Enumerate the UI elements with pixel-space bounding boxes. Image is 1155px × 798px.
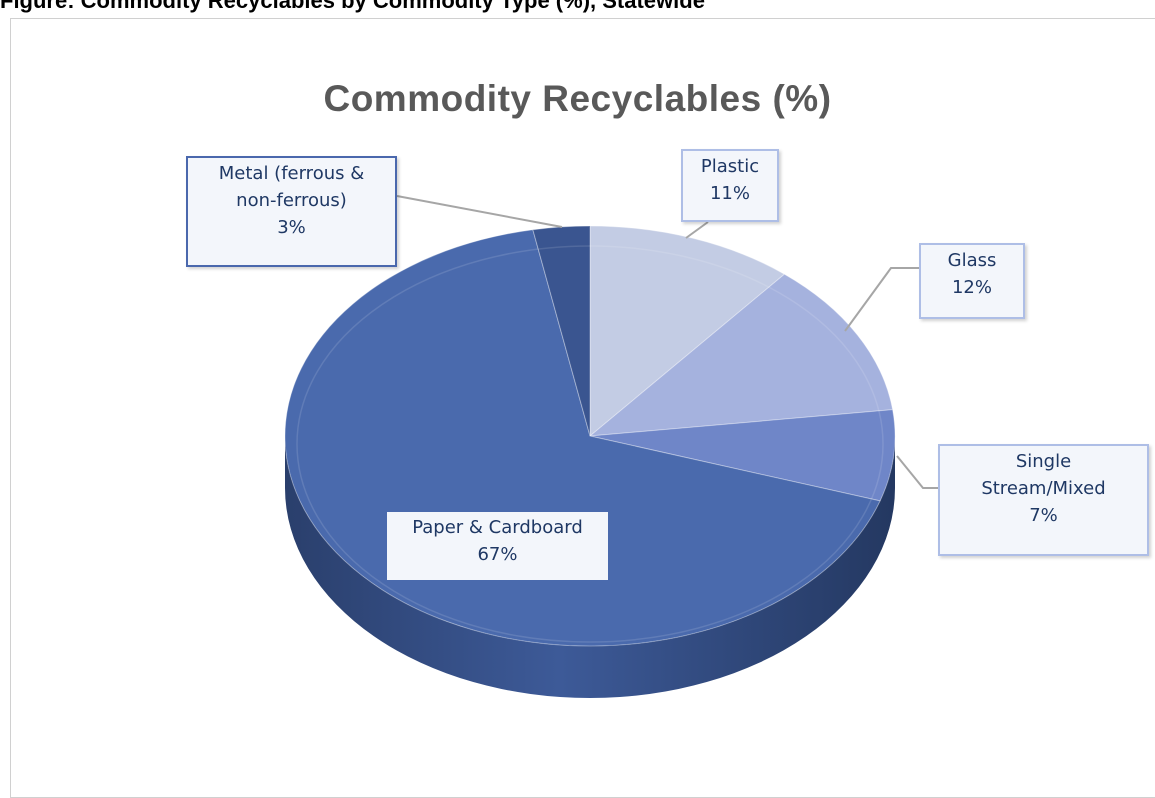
data-label-single-stream: Single Stream/Mixed 7%: [938, 444, 1149, 556]
leader-line-glass: [844, 267, 919, 332]
pie-side-wall: [285, 436, 895, 698]
data-label-paper-name: Paper & Cardboard: [412, 517, 583, 538]
leader-line-single: [896, 455, 938, 489]
data-label-glass-name: Glass: [947, 250, 997, 271]
pie-highlight: [296, 245, 884, 643]
pie-slice-plastic: [589, 225, 786, 438]
data-label-plastic-name: Plastic: [700, 156, 760, 177]
data-label-plastic: Plastic 11%: [681, 149, 779, 222]
data-label-single-line1: Single: [1015, 451, 1072, 472]
pie-slice-glass: [588, 273, 894, 437]
data-label-glass: Glass 12%: [919, 243, 1025, 319]
pie-slice-single-stream-mixed: [589, 409, 896, 502]
data-label-glass-value: 12%: [951, 277, 992, 298]
data-label-paper: Paper & Cardboard 67%: [387, 512, 608, 580]
chart-title: Commodity Recyclables (%): [323, 78, 832, 119]
data-label-metal-line1: Metal (ferrous &: [218, 163, 365, 184]
data-label-metal-line2: non-ferrous): [236, 190, 347, 211]
figure-heading: Figure: Commodity Recyclables by Commodi…: [0, 0, 705, 13]
leader-line-plastic: [685, 221, 709, 239]
data-label-metal-value: 3%: [277, 217, 306, 238]
data-label-single-line2: Stream/Mixed: [981, 478, 1106, 499]
data-label-paper-value: 67%: [477, 544, 518, 565]
leader-line-metal: [396, 195, 563, 228]
data-label-plastic-value: 11%: [709, 183, 750, 204]
data-label-metal: Metal (ferrous & non-ferrous) 3%: [186, 156, 397, 267]
data-label-single-value: 7%: [1029, 505, 1058, 526]
